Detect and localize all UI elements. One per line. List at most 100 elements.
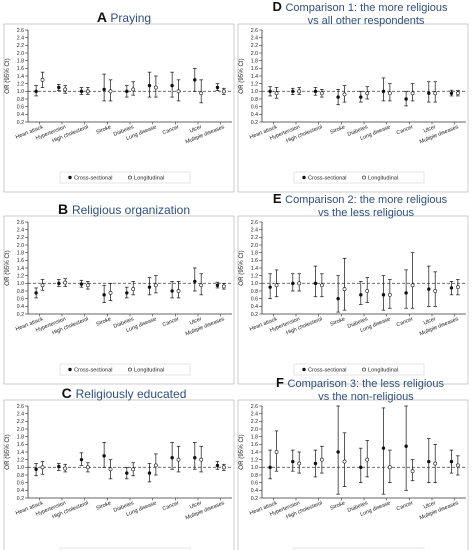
or-point <box>85 465 90 470</box>
or-point <box>40 465 45 470</box>
y-tick-label: 1.0 <box>17 89 24 95</box>
or-point <box>176 457 181 462</box>
y-tick-label: 2.0 <box>251 427 258 433</box>
or-point <box>274 91 279 96</box>
or-point <box>176 89 181 94</box>
y-tick-label: 2.2 <box>251 43 258 49</box>
y-tick-label: 1.0 <box>251 281 258 287</box>
panel-title: E Comparison 2: the more religious <box>273 191 448 206</box>
series-longitudinal <box>40 273 226 301</box>
or-point <box>319 283 324 288</box>
y-tick-label: 1.8 <box>17 434 24 440</box>
panel-title: D Comparison 1: the more religious <box>272 0 448 14</box>
y-tick-label: 1.6 <box>251 66 258 72</box>
series-cross-sectional <box>34 267 220 303</box>
legend-label: Cross-sectional <box>74 368 113 374</box>
or-point <box>336 95 340 99</box>
or-point <box>404 444 408 448</box>
chart-panel-c: C Religiously educated 0.2 0.4 0.60.8 1.0 1.2… <box>3 385 235 550</box>
y-tick-label: 0.6 <box>17 480 24 486</box>
or-point <box>433 461 438 466</box>
y-tick-label: 2.4 <box>251 411 258 417</box>
or-point <box>404 97 408 101</box>
y-tick-label: 0.4 <box>17 488 24 494</box>
or-point <box>410 469 415 474</box>
y-tick-label: 0.4 <box>17 112 24 118</box>
panel-title: A Praying <box>97 9 151 25</box>
or-point <box>455 285 460 290</box>
or-point <box>147 83 152 88</box>
or-point <box>433 91 438 96</box>
panel-frame <box>3 23 235 193</box>
or-point <box>215 463 220 468</box>
y-tick-label: 2.4 <box>17 227 24 233</box>
panel-title-text: Religiously educated <box>76 387 187 401</box>
or-point <box>455 463 460 468</box>
or-point <box>410 91 415 96</box>
or-point <box>319 457 324 462</box>
or-point <box>381 89 386 94</box>
y-tick-label: 0.2 <box>17 312 24 318</box>
or-point <box>147 471 152 475</box>
x-tick-label: Cancer <box>396 316 415 328</box>
or-point <box>336 296 340 301</box>
or-point <box>193 456 197 460</box>
x-tick-label: Cancer <box>396 500 415 512</box>
series-longitudinal <box>40 445 226 480</box>
panel-title: F Comparison 3: the less religious <box>276 375 445 390</box>
y-tick-label: 0.6 <box>251 104 258 110</box>
or-point <box>381 446 386 450</box>
or-point <box>268 465 272 470</box>
y-tick-label: 1.0 <box>17 281 24 287</box>
y-tick-label: 0.2 <box>17 496 24 502</box>
y-tick-label: 1.4 <box>17 266 24 272</box>
legend-marker <box>362 367 366 372</box>
or-point <box>40 283 45 288</box>
y-axis-label: OR (95% CI) <box>4 434 11 469</box>
x-tick-label: Ulcer <box>423 124 437 134</box>
y-tick-label: 2.4 <box>251 227 258 233</box>
panel-title-line: Comparison 1: the more religious <box>285 2 448 14</box>
y-axis-label: OR (95% CI) <box>4 250 11 285</box>
y-tick-label: 2.6 <box>251 220 258 226</box>
x-tick-label: Cancer <box>396 124 415 136</box>
y-tick-label: 2.0 <box>17 243 24 249</box>
x-tick-label: Ulcer <box>189 500 203 510</box>
legend-marker <box>302 367 306 372</box>
y-tick-label: 1.6 <box>251 442 258 448</box>
or-point <box>221 465 226 470</box>
or-point <box>365 91 370 96</box>
x-tick-label: Cancer <box>162 316 181 328</box>
panel-title-line: Comparison 3: the less religious <box>288 378 445 390</box>
y-tick-label: 2.6 <box>251 404 258 410</box>
legend-label: Longitudinal <box>368 176 398 182</box>
y-axis-label: OR (95% CI) <box>238 250 245 285</box>
chart-panel-a: A Praying 0.2 0.4 0.60.8 1.0 1.21.4 1.6 1.82.0 2… <box>3 9 235 193</box>
legend: Cross-sectional Longitudinal <box>293 171 425 184</box>
or-point <box>365 289 370 293</box>
y-tick-label: 1.2 <box>251 81 258 87</box>
x-tick-label: Cancer <box>162 500 181 512</box>
or-point <box>131 287 136 291</box>
or-point <box>40 77 45 82</box>
panel-letter: F <box>276 375 288 390</box>
legend-marker <box>68 367 72 372</box>
or-point <box>108 89 113 94</box>
y-tick-label: 0.4 <box>251 112 258 118</box>
y-tick-label: 1.8 <box>251 58 258 64</box>
or-point <box>199 457 204 462</box>
legend-label: Cross-sectional <box>74 176 113 182</box>
series-cross-sectional <box>268 77 454 107</box>
or-point <box>79 89 84 94</box>
y-tick-label: 1.4 <box>251 74 258 80</box>
y-tick-label: 1.6 <box>17 258 24 264</box>
or-point <box>85 89 90 94</box>
y-tick-label: 2.6 <box>17 220 24 226</box>
x-tick-label: Cancer <box>162 124 181 136</box>
or-point <box>57 464 61 469</box>
y-tick-label: 1.8 <box>17 250 24 256</box>
or-point <box>147 285 152 289</box>
y-tick-label: 2.2 <box>251 235 258 241</box>
